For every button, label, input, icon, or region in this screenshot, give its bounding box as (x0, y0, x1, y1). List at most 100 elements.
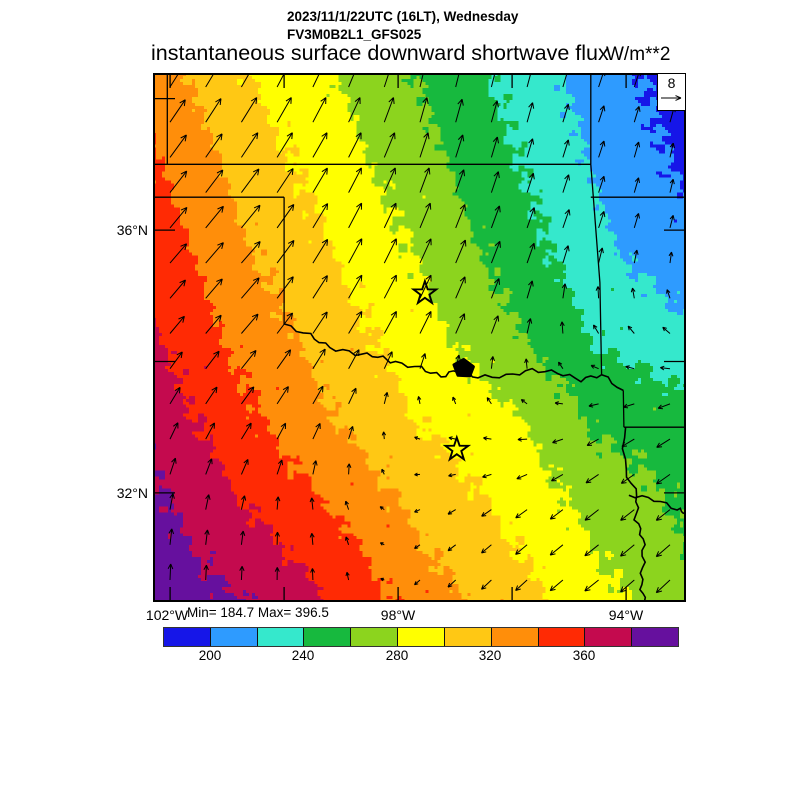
wind-arrow (348, 202, 363, 229)
wind-arrow (633, 249, 639, 264)
wind-reference-arrow-icon (660, 95, 681, 101)
wind-reference-box: 8 (657, 73, 686, 111)
wind-arrow (205, 314, 222, 334)
wind-arrow (593, 324, 600, 334)
state-border-red-river-la (628, 494, 686, 515)
wind-arrow (550, 473, 564, 482)
wind-arrow (558, 361, 564, 369)
wind-arrow (312, 348, 326, 369)
site-star-marker-1 (410, 278, 440, 306)
state-border-red-river (284, 323, 624, 392)
wind-arrow (380, 577, 385, 582)
wind-arrow (205, 350, 220, 370)
wind-arrow (526, 102, 535, 123)
wind-arrow (524, 358, 529, 369)
wind-arrow (517, 437, 528, 442)
wind-arrow (169, 279, 186, 299)
wind-arrow (562, 209, 571, 229)
wind-arrow (383, 310, 397, 334)
state-border-tx-la-sabine (621, 427, 647, 602)
wind-arrow (383, 132, 396, 158)
wind-arrow (655, 509, 671, 521)
wind-arrow (490, 136, 499, 158)
wind-arrow (586, 438, 599, 446)
units-label: W/m**2 (606, 44, 671, 65)
wind-arrow (414, 436, 421, 441)
lat-tick-label-36n: 36°N (116, 222, 148, 238)
lon-tick-label-102w: 102°W (145, 607, 189, 623)
wind-arrow (348, 238, 363, 264)
wind-arrow (169, 315, 185, 334)
colorbar-segment-200-220 (210, 628, 258, 646)
wind-arrow (669, 214, 675, 229)
wind-arrow (515, 579, 528, 591)
wind-arrow (169, 206, 188, 229)
colorbar-segment-300-320 (444, 628, 492, 646)
wind-arrow (483, 436, 492, 441)
wind-arrow (312, 311, 328, 334)
wind-arrow (240, 530, 246, 545)
wind-arrow (309, 532, 315, 545)
wind-arrow (276, 239, 295, 264)
wind-arrow (344, 500, 350, 510)
wind-arrow (455, 239, 467, 264)
wind-arrow (526, 242, 536, 264)
wind-arrow (662, 326, 671, 334)
wind-arrow (595, 286, 601, 299)
colorbar-tick-label-200: 200 (198, 648, 222, 663)
wind-arrow (345, 536, 350, 545)
wind-arrow (656, 438, 671, 448)
wind-arrow (526, 318, 533, 334)
wind-arrow (348, 132, 362, 158)
lon-tick-label-98w: 98°W (380, 607, 416, 623)
wind-arrow (633, 106, 641, 123)
wind-arrow (241, 241, 261, 264)
wind-arrow (169, 73, 180, 88)
wind-arrow (633, 73, 641, 88)
wind-arrow (169, 386, 181, 405)
colorbar-segment-340-360 (538, 628, 586, 646)
wind-arrow (312, 203, 329, 229)
wind-arrow (241, 204, 261, 229)
wind-arrow (312, 167, 328, 193)
wind-arrow (656, 473, 671, 485)
wind-arrow (381, 431, 387, 440)
wind-arrow (490, 240, 501, 264)
wind-arrow (633, 177, 640, 193)
wind-arrow (419, 73, 424, 88)
wind-arrow (169, 351, 183, 369)
wind-arrow (312, 97, 327, 123)
wind-arrow (562, 174, 570, 193)
wind-arrow (448, 473, 456, 478)
wind-arrow (455, 169, 465, 193)
wind-arrow (312, 460, 318, 475)
wind-arrow (584, 509, 599, 521)
map-overlay-svg (153, 73, 686, 602)
plot-title: instantaneous surface downward shortwave… (151, 41, 609, 65)
wind-arrow (241, 313, 259, 334)
wind-arrow (584, 544, 599, 557)
wind-arrow (516, 473, 528, 480)
wind-arrow (515, 509, 528, 519)
wind-arrow (312, 73, 321, 88)
wind-arrow (554, 401, 563, 406)
wind-arrow (383, 167, 396, 193)
wind-arrow (345, 571, 350, 581)
wind-arrow (669, 178, 675, 193)
wind-arrow (276, 203, 295, 229)
wind-arrow (621, 438, 635, 447)
state-border-tx-ar (622, 390, 625, 428)
wind-arrow (447, 509, 456, 515)
wind-arrow (348, 73, 355, 88)
wind-arrow (274, 567, 280, 581)
wind-arrow (655, 544, 671, 558)
wind-arrow (481, 544, 492, 554)
lon-tick-label-94w: 94°W (608, 607, 644, 623)
wind-arrow (205, 73, 215, 88)
wind-arrow (633, 141, 641, 158)
wind-arrow (489, 356, 495, 369)
wind-arrow (630, 287, 636, 299)
wind-arrow (312, 132, 328, 158)
wind-arrow (455, 98, 464, 123)
